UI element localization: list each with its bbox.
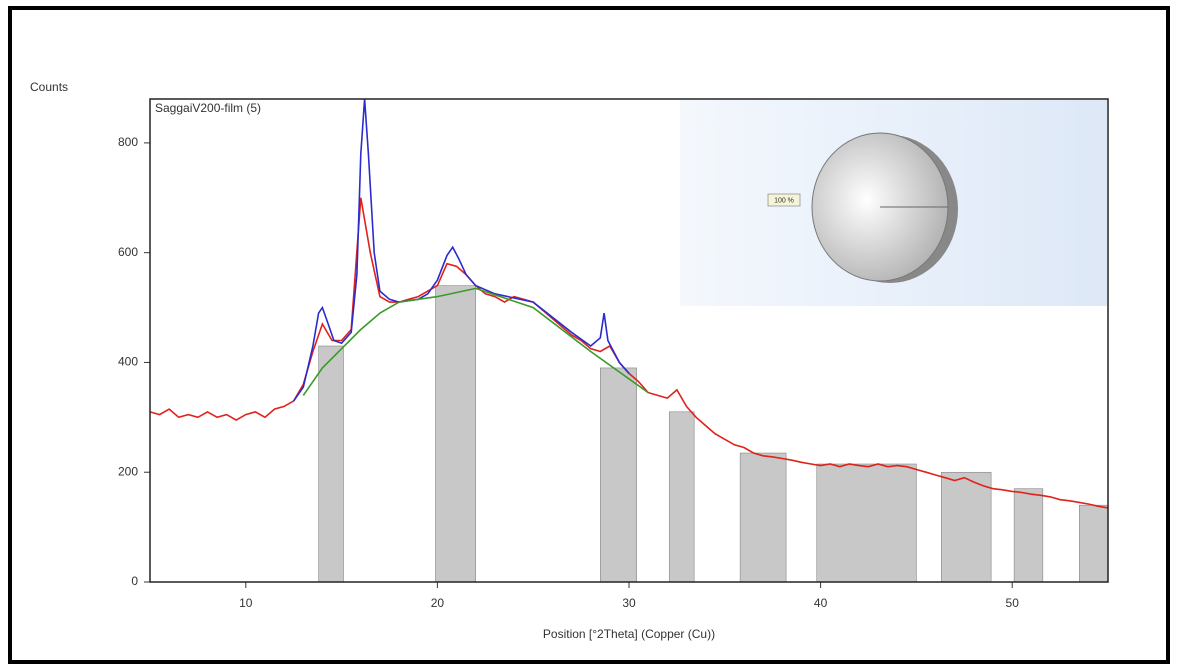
x-tick-label: 40 [814, 596, 828, 610]
x-axis-title: Position [°2Theta] (Copper (Cu)) [543, 627, 715, 641]
reference-bar [1014, 489, 1043, 582]
y-tick-label: 0 [131, 574, 138, 588]
reference-bar [319, 346, 344, 582]
reference-bar [740, 453, 786, 582]
y-tick-label: 400 [118, 355, 138, 369]
x-tick-label: 20 [431, 596, 445, 610]
x-tick-label: 10 [239, 596, 253, 610]
y-tick-label: 800 [118, 135, 138, 149]
pie-label: 100 % [774, 197, 794, 204]
reference-bar [1079, 505, 1108, 582]
reference-bar [817, 464, 917, 582]
reference-bar [435, 286, 475, 582]
reference-bar [600, 368, 636, 582]
chart: Counts Position [°2Theta] (Copper (Cu)) … [0, 0, 1180, 671]
x-tick-label: 30 [622, 596, 636, 610]
y-tick-label: 600 [118, 245, 138, 259]
reference-bar [941, 472, 991, 582]
y-tick-label: 200 [118, 464, 138, 478]
reference-bar [669, 412, 694, 582]
sample-label: SaggaiV200-film (5) [155, 101, 261, 115]
x-tick-label: 50 [1006, 596, 1020, 610]
y-axis-title: Counts [30, 80, 68, 94]
